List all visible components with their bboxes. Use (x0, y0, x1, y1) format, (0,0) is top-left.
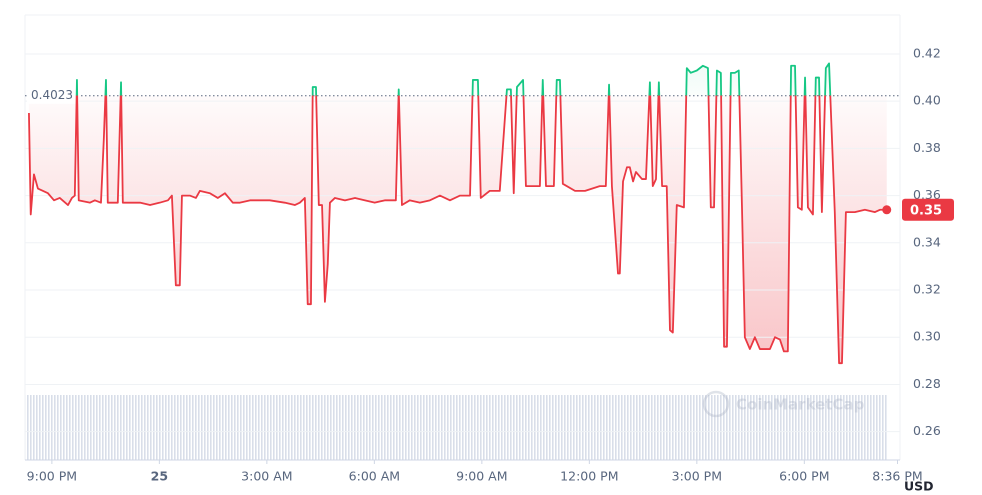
watermark-logo (702, 390, 730, 418)
current-dot (882, 205, 892, 215)
y-tick-label: 0.26 (913, 423, 941, 438)
y-tick-label: 0.34 (913, 234, 941, 249)
x-tick-label: 6:00 PM (779, 469, 829, 484)
volume-backdrop (25, 395, 887, 460)
x-tick-label: 9:00 PM (27, 469, 77, 484)
area-fill (28, 63, 887, 364)
x-tick-label: 12:00 PM (560, 469, 618, 484)
current-label-bg (902, 198, 954, 221)
y-tick-label: 0.38 (913, 140, 941, 155)
price-line (28, 62, 887, 365)
y-tick-label: 0.40 (913, 93, 941, 108)
x-tick-label: 3:00 AM (241, 469, 292, 484)
y-tick-label: 0.36 (913, 187, 941, 202)
watermark-text: CoinMarketCap (736, 396, 865, 414)
x-tick-label: 25 (151, 469, 168, 484)
x-tick-label: 6:00 AM (349, 469, 400, 484)
y-tick-label: 0.30 (913, 329, 941, 344)
y-unit: USD (904, 479, 934, 494)
y-tick-label: 0.42 (913, 45, 941, 60)
x-tick-label: 3:00 PM (672, 469, 722, 484)
reference-label-bg (27, 86, 79, 104)
current-label: 0.35 (910, 203, 942, 218)
x-tick-label: 8:36 PM (872, 469, 922, 484)
watermark: CoinMarketCap (702, 390, 865, 418)
x-tick-label: 9:00 AM (456, 469, 507, 484)
y-tick-label: 0.28 (913, 376, 941, 391)
reference-label: 0.4023 (31, 88, 73, 102)
y-tick-label: 0.32 (913, 282, 941, 297)
